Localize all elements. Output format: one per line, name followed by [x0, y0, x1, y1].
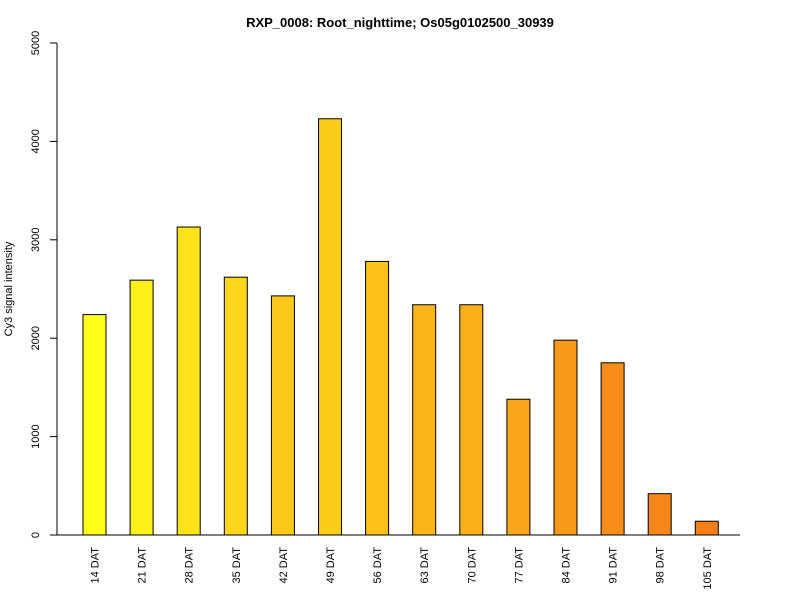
bar [176, 226, 201, 536]
y-tick-label: 3000 [30, 228, 42, 252]
x-tick-label: 14 DAT [90, 547, 102, 584]
bar [600, 362, 625, 536]
bar [318, 118, 342, 536]
x-tick-label: 77 DAT [513, 547, 525, 584]
x-tick-label: 35 DAT [231, 547, 243, 584]
y-tick-label: 2000 [30, 326, 42, 350]
y-tick-label: 4000 [30, 129, 42, 153]
x-tick-label: 56 DAT [372, 547, 384, 584]
x-tick-label: 49 DAT [325, 547, 337, 584]
bar [459, 304, 484, 536]
x-tick-label: 105 DAT [702, 547, 714, 590]
x-tick-label: 84 DAT [561, 547, 573, 584]
y-axis-label: Cy3 signal intensity [3, 241, 15, 336]
x-tick-label: 70 DAT [466, 547, 478, 584]
x-tick-label: 28 DAT [184, 547, 196, 584]
y-tick-label: 1000 [30, 424, 42, 448]
x-tick-label: 42 DAT [278, 547, 290, 584]
bar [412, 304, 437, 536]
bar [694, 520, 719, 536]
y-axis: 0 1000 2000 3000 4000 5000 [30, 31, 58, 538]
bar [506, 398, 531, 536]
bar [365, 260, 390, 536]
bar [553, 339, 578, 536]
y-tick-label: 5000 [30, 31, 42, 55]
bar [82, 314, 107, 536]
bar [129, 279, 154, 536]
chart-title: RXP_0008: Root_nighttime; Os05g0102500_3… [246, 15, 554, 30]
x-tick-label: 91 DAT [608, 547, 620, 584]
bars-group [82, 118, 719, 536]
x-tick-label: 98 DAT [655, 547, 667, 584]
x-tick-labels: 14 DAT 21 DAT 28 DAT 35 DAT 42 DAT 49 DAT 56 D… [90, 547, 714, 590]
bar [647, 493, 672, 536]
bar [270, 295, 295, 536]
bar [223, 276, 248, 536]
y-tick-label: 0 [30, 532, 42, 538]
x-tick-label: 21 DAT [137, 547, 149, 584]
x-tick-label: 63 DAT [419, 547, 431, 584]
